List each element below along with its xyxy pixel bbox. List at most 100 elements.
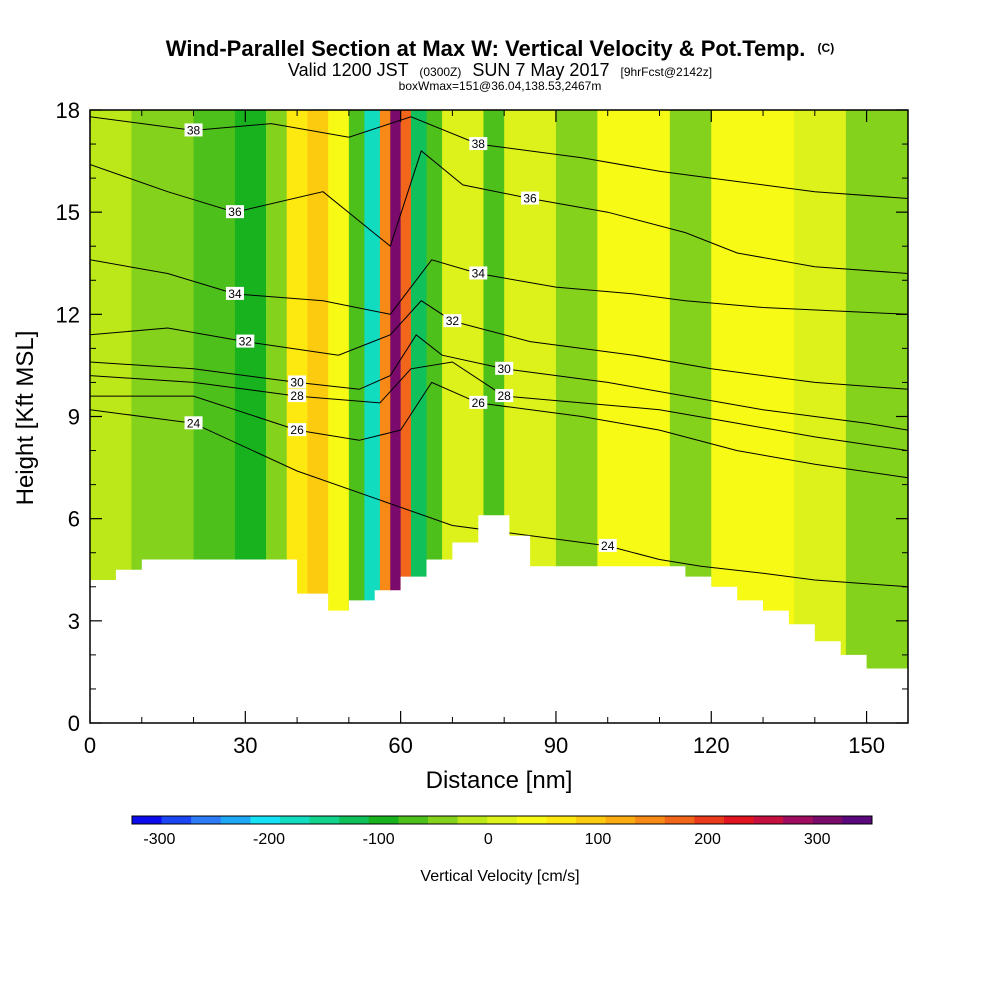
contour-label-text: 36 [228,205,242,219]
theta-contour-label: 26 [288,423,307,437]
theta-contour-label: 32 [236,334,255,349]
contour-label-text: 28 [497,389,511,403]
velocity-band [307,110,329,723]
colorbar-swatch [309,816,340,824]
contour-label-text: 34 [228,287,242,301]
theta-contour-label: 24 [184,416,203,430]
colorbar-swatch [250,816,281,824]
contour-label-bg [288,423,307,437]
colorbar-swatch [280,816,311,824]
contour-label-bg [225,205,244,219]
velocity-band [379,110,391,723]
contour-label-text: 30 [290,375,304,389]
velocity-band [794,110,847,723]
theta-contour-label: 36 [225,205,244,219]
colorbar-swatch [546,816,577,824]
contour-label-text: 34 [472,266,486,280]
contour-label-text: 26 [290,423,304,437]
colorbar-swatch [161,816,192,824]
y-tick-label: 9 [68,405,80,430]
colorbar-swatch [664,816,695,824]
x-tick-label: 30 [233,733,257,758]
velocity-band [364,110,381,723]
colorbar-frame [131,815,873,825]
theta-contour-label: 34 [225,286,244,301]
colorbar-swatch [368,816,399,824]
contour-label-text: 32 [446,314,460,328]
x-tick-label: 90 [544,733,568,758]
contour-label-bg [521,191,540,205]
colorbar-swatch [191,816,222,824]
colorbar-swatch [132,816,163,824]
contour-label-bg [469,395,488,409]
colorbar-swatch [694,816,725,824]
y-tick-label: 3 [68,609,80,634]
contour-label-bg [288,389,307,403]
contour-label-text: 26 [472,396,486,410]
colorbar-swatch [724,816,755,824]
theta-contour-label: 26 [469,395,488,410]
x-tick-label: 120 [693,733,730,758]
y-axis-label: Height [Kft MSL] [12,331,39,506]
y-tick-label: 0 [68,711,80,736]
contour-label-bg [225,286,244,300]
theta-contour-label: 34 [469,266,488,280]
contour-label-text: 36 [523,192,537,206]
x-tick-label: 60 [388,733,412,758]
theta-contour-label: 28 [288,389,307,403]
contour-label-bg [469,266,488,280]
x-tick-label: 0 [84,733,96,758]
box-info: boxWmax=151@36.04,138.53,2467m [399,79,602,93]
theta-contour-label: 38 [469,137,488,151]
velocity-band [390,110,402,723]
colorbar-tick-label: 300 [804,831,831,848]
colorbar-swatch [842,816,873,824]
velocity-band [348,110,365,723]
colorbar-swatch [220,816,251,824]
contour-label-text: 28 [290,389,304,403]
colorbar-swatch [753,816,784,824]
terrain [90,515,908,723]
colorbar: -300 -200 -100 0 100 200 300 [131,815,873,848]
colorbar-swatch [457,816,488,824]
velocity-band [400,110,412,723]
contour-label-text: 32 [239,335,253,349]
theta-contour-28 [90,361,908,452]
x-tick-label: 150 [848,733,885,758]
colorbar-tick-label: -100 [363,831,395,848]
chart-subtitle: Valid 1200 JST (0300Z) SUN 7 May 2017 [9… [288,60,712,80]
y-tick-label: 6 [68,507,80,532]
colorbar-swatch [516,816,547,824]
colorbar-swatch [576,816,607,824]
theta-contour-label: 28 [495,389,514,403]
contour-label-text: 38 [472,137,486,151]
colorbar-tick-label: -200 [253,831,285,848]
colorbar-tick-label: 100 [585,831,612,848]
colorbar-swatch [339,816,370,824]
theta-contour-label: 30 [495,361,514,376]
colorbar-tick-label: -300 [143,831,175,848]
terrain-fill [90,515,908,723]
colorbar-swatch [605,816,636,824]
theta-contour-label: 24 [598,538,617,553]
colorbar-swatch [428,816,459,824]
contour-label-bg [184,123,203,137]
contour-label-text: 38 [187,123,201,137]
contour-label-bg [469,137,488,151]
x-axis-label: Distance [nm] [426,767,573,794]
y-tick-label: 18 [56,98,80,123]
theta-contour-label: 30 [288,375,307,389]
colorbar-swatch [398,816,429,824]
theta-contour-label: 32 [443,314,462,328]
chart-title: Wind-Parallel Section at Max W: Vertical… [166,36,834,61]
contour-label-text: 24 [601,539,615,553]
theta-contour-32 [90,300,908,390]
theta-contour-label: 36 [521,191,540,206]
theta-contour-26 [90,381,908,479]
colorbar-tick-label: 200 [694,831,721,848]
colorbar-swatch [783,816,814,824]
theta-contour-label: 38 [184,123,203,137]
